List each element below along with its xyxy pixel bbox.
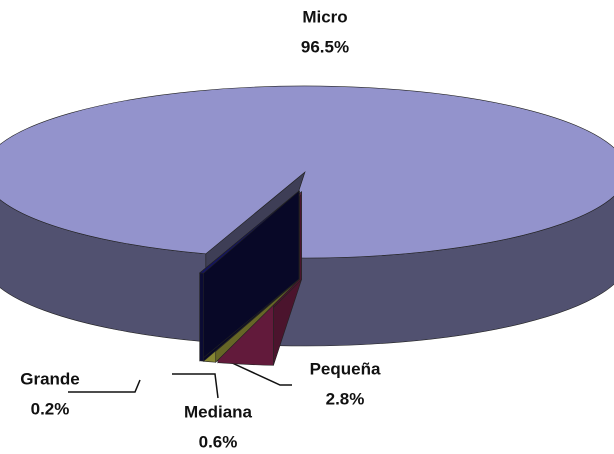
leader-line (229, 361, 292, 386)
leader-line (68, 379, 141, 393)
slice-top (0, 85, 614, 259)
slice-side (199, 272, 204, 362)
slice-label: Pequeña (310, 359, 381, 378)
slice-top (198, 190, 300, 274)
value-label: 2.8% (326, 389, 365, 408)
leader-line (172, 373, 219, 399)
slice-label: Mediana (184, 402, 253, 421)
slice-label: Grande (20, 369, 80, 388)
value-label: 96.5% (301, 37, 349, 56)
value-label: 0.6% (199, 432, 238, 451)
value-label: 0.2% (31, 399, 70, 418)
slice-label: Micro (302, 7, 347, 26)
